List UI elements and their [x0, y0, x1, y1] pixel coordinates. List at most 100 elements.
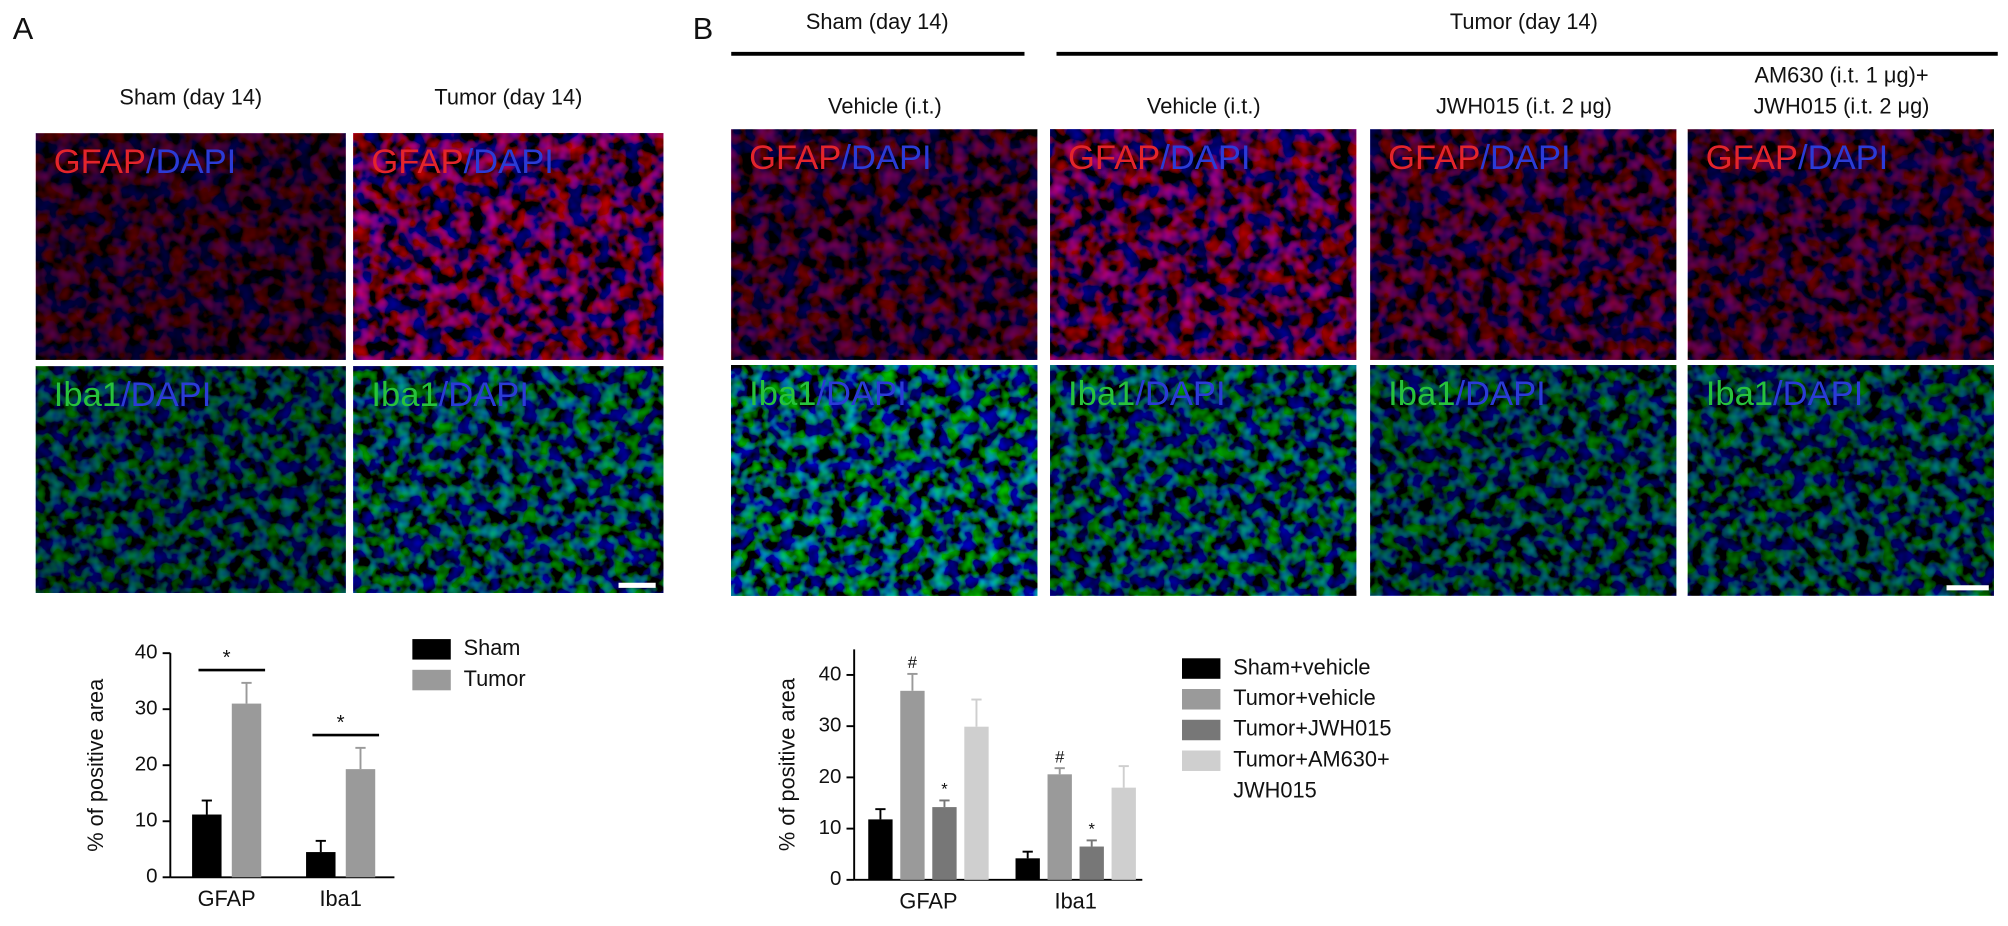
- column-header: JWH015 (i.t. 2 μg): [1754, 93, 1930, 118]
- annotation: #: [1055, 747, 1065, 766]
- stain-counterstain: /DAPI: [121, 376, 211, 414]
- y-tick-label: 30: [819, 714, 842, 737]
- y-tick-label: 30: [135, 697, 158, 720]
- stain-counterstain: /DAPI: [1135, 375, 1225, 413]
- stain-marker: Iba1: [1068, 375, 1135, 413]
- column-header: Tumor (day 14): [434, 84, 582, 109]
- error-bar: [241, 681, 252, 704]
- bar: [192, 814, 222, 878]
- y-tick-label: 10: [135, 809, 158, 832]
- y-tick-label: 40: [819, 662, 842, 685]
- error-bar: [907, 672, 918, 691]
- legend-swatch: [1182, 658, 1221, 679]
- bar: [1111, 787, 1136, 880]
- y-axis-label: % of positive area: [775, 677, 800, 851]
- x-tick-label: Iba1: [319, 886, 361, 911]
- bar: [964, 726, 989, 880]
- legend-label: Sham: [464, 635, 521, 660]
- legend-swatch: [412, 669, 451, 691]
- stain-marker: GFAP: [1706, 139, 1798, 177]
- micrograph: GFAP/DAPI: [35, 133, 346, 360]
- legend-label: Tumor+vehicle: [1233, 685, 1376, 710]
- annotation: *: [337, 711, 345, 734]
- stain-counterstain: /DAPI: [464, 143, 554, 181]
- micrograph: Iba1/DAPI: [1370, 365, 1677, 596]
- stain-marker: Iba1: [1388, 375, 1455, 413]
- stain-counterstain: /DAPI: [1480, 139, 1570, 177]
- group-header: Tumor (day 14): [1450, 9, 1598, 34]
- image-texture: [1370, 129, 1677, 360]
- panel-label: B: [693, 11, 714, 46]
- column-header: Vehicle (i.t.): [828, 93, 942, 118]
- legend-label: Tumor: [464, 666, 526, 691]
- error-bar: [355, 746, 366, 770]
- column-header: JWH015 (i.t. 2 μg): [1436, 93, 1612, 118]
- micrograph: GFAP/DAPI: [1687, 129, 1994, 360]
- legend-swatch: [1182, 750, 1221, 771]
- image-texture: [1050, 129, 1357, 360]
- bar: [868, 819, 893, 880]
- stain-counterstain: /DAPI: [1160, 139, 1250, 177]
- stain-label: GFAP/DAPI: [1068, 139, 1250, 177]
- stain-marker: Iba1: [371, 376, 438, 414]
- error-bar: [1054, 767, 1065, 775]
- legend-label: Sham+vehicle: [1233, 654, 1370, 679]
- stain-counterstain: /DAPI: [816, 375, 906, 413]
- stain-counterstain: /DAPI: [439, 376, 529, 414]
- legend-swatch: [1182, 689, 1221, 710]
- x-tick-label: GFAP: [899, 889, 957, 914]
- stain-label: GFAP/DAPI: [749, 139, 931, 177]
- column-header: Sham (day 14): [119, 84, 262, 109]
- micrograph: Iba1/DAPI: [35, 366, 346, 593]
- x-tick-label: Iba1: [1055, 889, 1097, 914]
- image-texture: [1687, 365, 1994, 596]
- stain-label: GFAP/DAPI: [1706, 139, 1888, 177]
- error-bar: [315, 839, 326, 853]
- stain-marker: GFAP: [1068, 139, 1160, 177]
- image-texture: [353, 133, 664, 360]
- micrograph: Iba1/DAPI: [353, 366, 664, 593]
- error-bar: [971, 698, 982, 727]
- bar: [1015, 858, 1040, 880]
- bar: [231, 703, 262, 878]
- image-texture: [35, 133, 346, 360]
- stain-label: GFAP/DAPI: [54, 143, 236, 181]
- legend-label: Tumor+JWH015: [1233, 716, 1391, 741]
- bar: [900, 690, 925, 880]
- y-tick-label: 20: [135, 753, 158, 776]
- stain-marker: Iba1: [1706, 375, 1773, 413]
- image-texture: [35, 366, 346, 593]
- annotation: *: [223, 646, 231, 669]
- group-header: Sham (day 14): [806, 9, 949, 34]
- annotation: #: [908, 653, 918, 672]
- image-texture: [1687, 129, 1994, 360]
- y-tick-label: 10: [819, 816, 842, 839]
- y-tick-label: 40: [135, 641, 158, 664]
- stain-label: Iba1/DAPI: [1706, 375, 1864, 413]
- legend-swatch: [1182, 719, 1221, 741]
- error-bar: [875, 808, 886, 820]
- legend-label: Tumor+AM630+ JWH015: [1233, 746, 1396, 802]
- micrograph: GFAP/DAPI: [1050, 129, 1357, 360]
- bar: [932, 807, 957, 880]
- micrograph: Iba1/DAPI: [1687, 365, 1994, 596]
- image-texture: [731, 129, 1038, 360]
- x-tick-label: GFAP: [198, 886, 256, 911]
- error-bar: [939, 799, 950, 808]
- error-bar: [1086, 839, 1097, 847]
- annotation: *: [1088, 820, 1095, 839]
- stain-marker: GFAP: [749, 139, 841, 177]
- stain-label: Iba1/DAPI: [1388, 375, 1546, 413]
- bar: [1079, 846, 1104, 880]
- image-texture: [731, 365, 1038, 596]
- stain-label: Iba1/DAPI: [1068, 375, 1226, 413]
- stain-label: GFAP/DAPI: [1388, 139, 1570, 177]
- y-tick-label: 20: [819, 765, 842, 788]
- panel-label: A: [13, 11, 34, 46]
- stain-marker: Iba1: [54, 376, 121, 414]
- bar: [306, 852, 336, 878]
- micrograph: Iba1/DAPI: [1050, 365, 1357, 596]
- stain-label: Iba1/DAPI: [749, 375, 907, 413]
